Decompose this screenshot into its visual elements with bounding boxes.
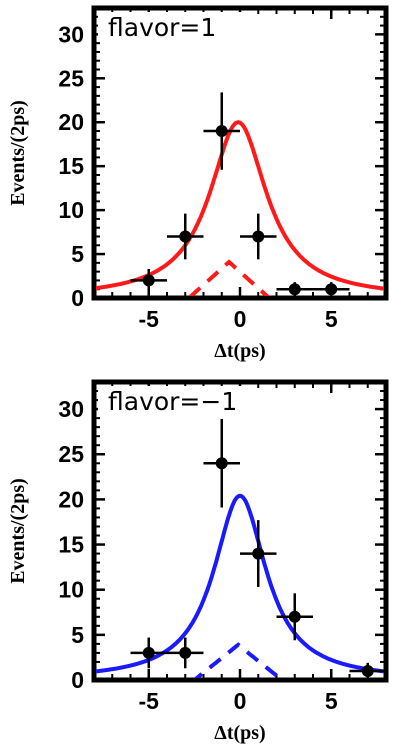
data-point <box>203 419 240 508</box>
y-tick-label: 10 <box>58 577 84 603</box>
y-tick-label: 10 <box>58 197 84 223</box>
data-point <box>130 269 167 292</box>
fit-curve <box>96 493 384 674</box>
x-tick-label: -5 <box>139 688 160 714</box>
y-tick-label: 30 <box>58 396 84 422</box>
y-axis-title: Events/(2ps) <box>7 100 29 206</box>
data-marker <box>252 547 265 560</box>
data-marker <box>142 274 155 287</box>
data-point <box>276 593 313 641</box>
y-tick-label: 15 <box>58 532 84 558</box>
data-point <box>167 213 204 260</box>
y-tick-label: 25 <box>58 65 84 91</box>
x-tick-label: 5 <box>325 306 338 332</box>
chart-panel-1: 0 5 10 15 20 25 30 -5 0 5 Δt(ps) Events/(2ps) flavor… <box>7 5 389 362</box>
data-marker <box>215 125 228 138</box>
data-point <box>130 637 167 669</box>
data-marker <box>142 646 155 659</box>
y-tick-label: 20 <box>58 109 84 135</box>
y-tick-label: 20 <box>58 486 84 512</box>
flavor-annotation: flavor=−1 <box>108 387 237 416</box>
flavor-annotation: flavor=1 <box>108 13 216 42</box>
y-tick-label: 25 <box>58 441 84 467</box>
plot-frame <box>91 5 389 301</box>
x-tick-label: 0 <box>234 306 247 332</box>
data-marker <box>179 646 192 659</box>
data-point <box>349 662 386 680</box>
fit-curve <box>96 120 384 291</box>
y-tick-label: 15 <box>58 153 84 179</box>
data-marker <box>252 230 265 243</box>
plot-frame <box>91 379 389 683</box>
data-marker <box>288 283 301 296</box>
y-axis-title: Events/(2ps) <box>7 478 29 584</box>
x-tick-label: 0 <box>234 688 247 714</box>
data-point <box>203 92 240 170</box>
y-tick-label: 0 <box>71 667 84 693</box>
data-marker <box>361 664 374 677</box>
data-point <box>276 282 313 297</box>
y-tick-label: 0 <box>71 285 84 311</box>
data-point <box>240 520 277 587</box>
y-tick-label: 5 <box>71 622 84 648</box>
data-marker <box>215 457 228 470</box>
data-marker <box>179 230 192 243</box>
data-point <box>240 213 277 260</box>
chart-panel-2: 0 5 10 15 20 25 30 -5 0 5 Δt(ps) Events/(2ps) flavor… <box>7 379 389 744</box>
data-point <box>167 637 204 669</box>
x-axis-title: Δt(ps) <box>214 722 265 744</box>
annotation-box <box>98 12 248 42</box>
y-tick-label: 30 <box>58 21 84 47</box>
data-marker <box>288 610 301 623</box>
x-axis-title: Δt(ps) <box>214 340 265 362</box>
data-marker <box>325 283 338 296</box>
x-tick-label: -5 <box>139 306 160 332</box>
data-point <box>313 282 350 297</box>
annotation-box <box>98 386 248 416</box>
y-tick-label: 5 <box>71 241 84 267</box>
x-tick-label: 5 <box>325 688 338 714</box>
